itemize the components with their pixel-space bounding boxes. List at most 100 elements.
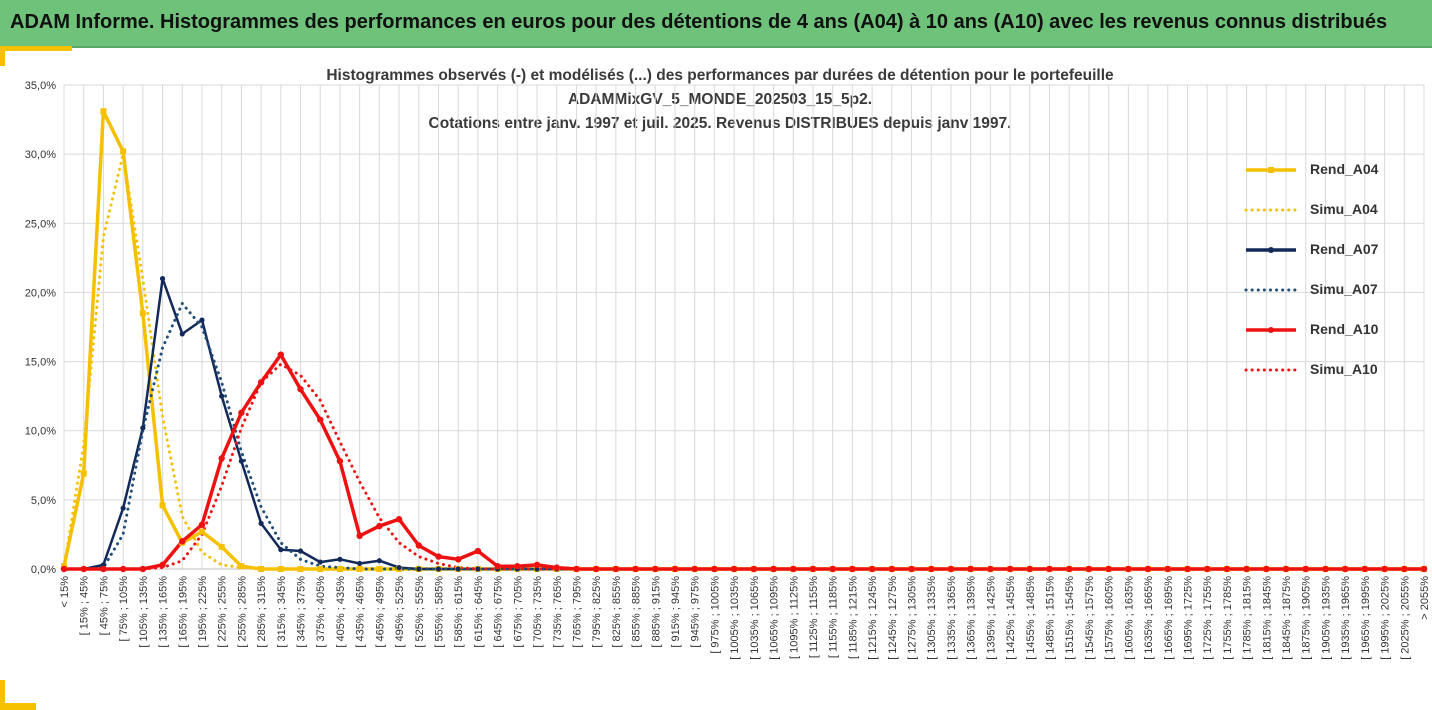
series-line-simu_a10 [62,362,1426,571]
x-tick-label: [ 195% ; 225% [197,576,209,648]
data-point-rend_a10 [179,538,186,545]
data-point-rend_a07 [475,566,481,572]
data-point-rend_a10 [415,542,422,549]
data-point-rend_a07 [297,548,304,554]
data-point-rend_a07 [278,547,284,553]
corner-accent-bottom [0,703,36,710]
x-tick-label: [ 1665% ; 1695% [1163,576,1175,660]
data-point-rend_a07 [337,556,343,562]
y-tick-label: 20,0% [25,287,56,299]
legend-item-simu-a04: Simu_A04 [1240,200,1390,220]
x-tick-label: [ 1095% ; 1125% [788,576,800,659]
data-point-rend_a10 [1243,565,1250,573]
x-tick-label: [ 1905% ; 1935% [1320,576,1332,660]
x-tick-label: [ 1725% ; 1755% [1202,576,1214,660]
x-tick-label: [ 135% ; 165% [158,576,170,648]
legend-label: Rend_A07 [1310,241,1379,257]
data-point-rend_a10 [592,565,600,573]
series-line-rend_a10 [64,352,1424,571]
data-point-rend_a07 [376,558,382,564]
legend-marker [1268,167,1274,173]
data-point-rend_a10 [119,565,127,573]
data-point-rend_a10 [80,565,87,573]
x-tick-label: [ 435% ; 465% [355,576,367,648]
x-tick-label: [ 1335% ; 1365% [946,576,958,660]
x-tick-label: > 2055% [1419,576,1431,620]
y-tick-label: 5,0% [31,495,56,507]
data-point-rend_a10 [573,565,580,573]
x-tick-label: [ 1815% ; 1845% [1261,576,1273,660]
legend-item-rend-a04: Rend_A04 [1240,160,1390,180]
x-tick-label: [ 885% ; 915% [650,576,662,648]
x-tick-label: [ 1365% ; 1395% [966,576,978,660]
data-point-rend_a10 [1046,565,1053,573]
data-point-rend_a10 [257,379,265,386]
x-tick-label: [ 1155% ; 1185% [828,576,840,658]
chart-title-line-3: Cotations entre janv. 1997 et juil. 2025… [428,115,1012,132]
y-tick-label: 25,0% [25,218,56,230]
x-tick-label: [ 345% ; 375% [296,576,308,648]
data-point-rend_a10 [1223,565,1231,573]
x-tick-label: [ 1605% ; 1635% [1123,576,1135,660]
data-point-rend_a10 [1085,565,1093,573]
x-tick-label: [ 1005% ; 1035% [729,576,741,660]
data-point-rend_a10 [1381,565,1388,573]
x-tick-label: [ 615% ; 645% [473,576,485,648]
legend-label: Simu_A04 [1310,201,1378,217]
data-point-rend_a07 [140,425,146,431]
data-point-rend_a04 [356,566,363,572]
x-tick-label: [ 1065% ; 1095% [769,576,781,660]
data-point-rend_a10 [1263,565,1270,573]
data-point-rend_a04 [80,470,87,477]
x-tick-label: [ 1845% ; 1875% [1281,576,1293,660]
data-point-rend_a07 [357,560,363,567]
data-point-rend_a10 [1164,565,1171,573]
y-tick-label: 10,0% [25,426,56,438]
corner-accent-bottom-side [0,680,5,710]
y-tick-label: 0,0% [31,564,56,576]
data-point-rend_a10 [395,516,403,523]
x-tick-label: [ 465% ; 495% [374,576,386,648]
data-point-rend_a10 [198,521,206,528]
data-point-rend_a10 [297,386,304,393]
x-tick-label: [ 915% ; 945% [670,576,682,648]
data-point-rend_a10 [277,351,285,358]
x-tick-label: [ 45% ; 75% [98,576,110,636]
x-tick-label: [ 585% ; 615% [453,576,465,648]
data-point-rend_a10 [1006,565,1014,573]
data-point-rend_a10 [238,409,245,416]
data-point-rend_a10 [868,565,876,573]
x-tick-label: [ 1275% ; 1305% [907,576,919,660]
x-tick-label: [ 165% ; 195% [177,576,189,648]
chart-title: Histogrammes observés (-) et modélisés (… [290,64,1150,136]
x-tick-label: [ 1995% ; 2025% [1380,576,1392,660]
x-tick-label: [ 1125% ; 1155% [808,576,820,658]
x-tick-label: [ 1575% ; 1605% [1104,576,1116,660]
x-tick-label: [ 1455% ; 1485% [1025,576,1037,660]
data-point-rend_a10 [1105,565,1112,573]
data-point-rend_a04 [258,566,265,572]
series-line-simu_a07 [62,302,1426,571]
x-tick-label: [ 315% ; 345% [276,576,288,648]
legend-label: Simu_A07 [1310,281,1378,297]
data-point-rend_a10 [987,565,994,573]
data-point-rend_a10 [1341,565,1349,573]
data-point-rend_a07 [179,331,185,337]
x-tick-label: [ 825% ; 855% [611,576,623,648]
x-tick-label: < 15% [59,576,71,608]
data-point-rend_a10 [553,564,560,571]
data-point-rend_a10 [1026,565,1033,573]
data-point-rend_a04 [100,108,107,115]
chart-title-line-2: ADAMMixGV_5_MONDE_202503_15_5p2. [567,91,873,108]
data-point-rend_a10 [770,565,777,573]
data-point-rend_a10 [376,522,383,530]
data-point-rend_a07 [219,393,225,399]
data-point-rend_a07 [258,520,264,526]
x-tick-label: [ 1545% ; 1575% [1084,576,1096,660]
corner-accent-top [0,46,72,51]
data-point-rend_a10 [967,565,974,573]
data-point-rend_a10 [514,563,521,570]
data-point-rend_a10 [652,565,659,573]
x-tick-label: [ 1215% ; 1245% [867,576,879,660]
data-point-rend_a04 [277,566,284,572]
